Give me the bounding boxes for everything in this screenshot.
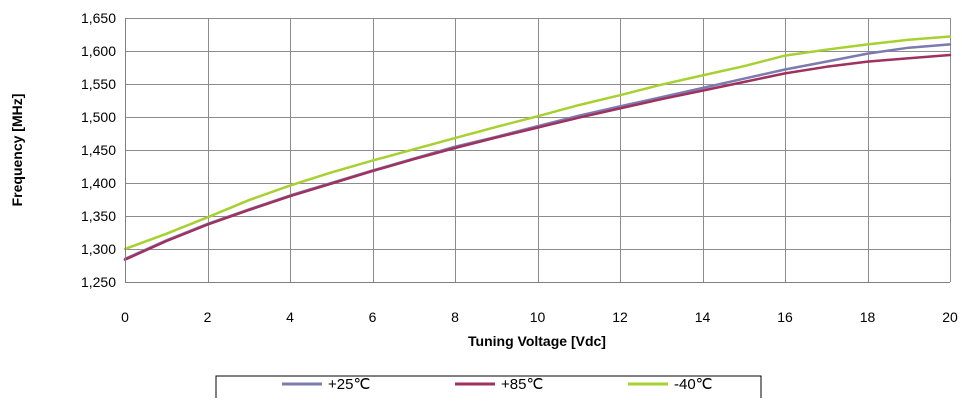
x-tick-label: 10 [530, 309, 546, 325]
legend-label-2: +85℃ [501, 376, 543, 393]
x-tick-label: 6 [369, 309, 377, 325]
y-tick-label: 1,650 [81, 10, 116, 26]
y-tick-label: 1,550 [81, 76, 116, 92]
x-axis-title: Tuning Voltage [Vdc] [468, 333, 606, 349]
y-tick-label: 1,400 [81, 175, 116, 191]
y-tick-label: 1,350 [81, 208, 116, 224]
x-tick-label: 12 [612, 309, 628, 325]
x-tick-label: 0 [121, 309, 129, 325]
series-lines [123, 35, 952, 261]
tick-labels: 1,250 1,300 1,350 1,400 1,450 1,500 1,550 1,600… [81, 10, 958, 325]
y-tick-label: 1,450 [81, 142, 116, 158]
series-line-2 [123, 53, 952, 261]
x-tick-label: 2 [204, 309, 212, 325]
legend-label-3: -40℃ [674, 376, 713, 393]
series-line-3 [123, 35, 952, 251]
x-tick-label: 8 [451, 309, 459, 325]
x-tick-label: 16 [777, 309, 793, 325]
x-tick-label: 20 [942, 309, 958, 325]
x-tick-label: 14 [695, 309, 711, 325]
x-tick-label: 4 [286, 309, 294, 325]
legend-label-1: +25℃ [328, 376, 370, 393]
y-tick-label: 1,500 [81, 109, 116, 125]
y-axis-title: Frequency [MHz] [9, 94, 25, 207]
y-tick-label: 1,600 [81, 43, 116, 59]
axes [125, 18, 950, 283]
y-tick-label: 1,250 [81, 274, 116, 290]
y-tick-label: 1,300 [81, 241, 116, 257]
legend: +25℃ +85℃ -40℃ [215, 375, 762, 403]
x-tick-label: 18 [860, 309, 876, 325]
